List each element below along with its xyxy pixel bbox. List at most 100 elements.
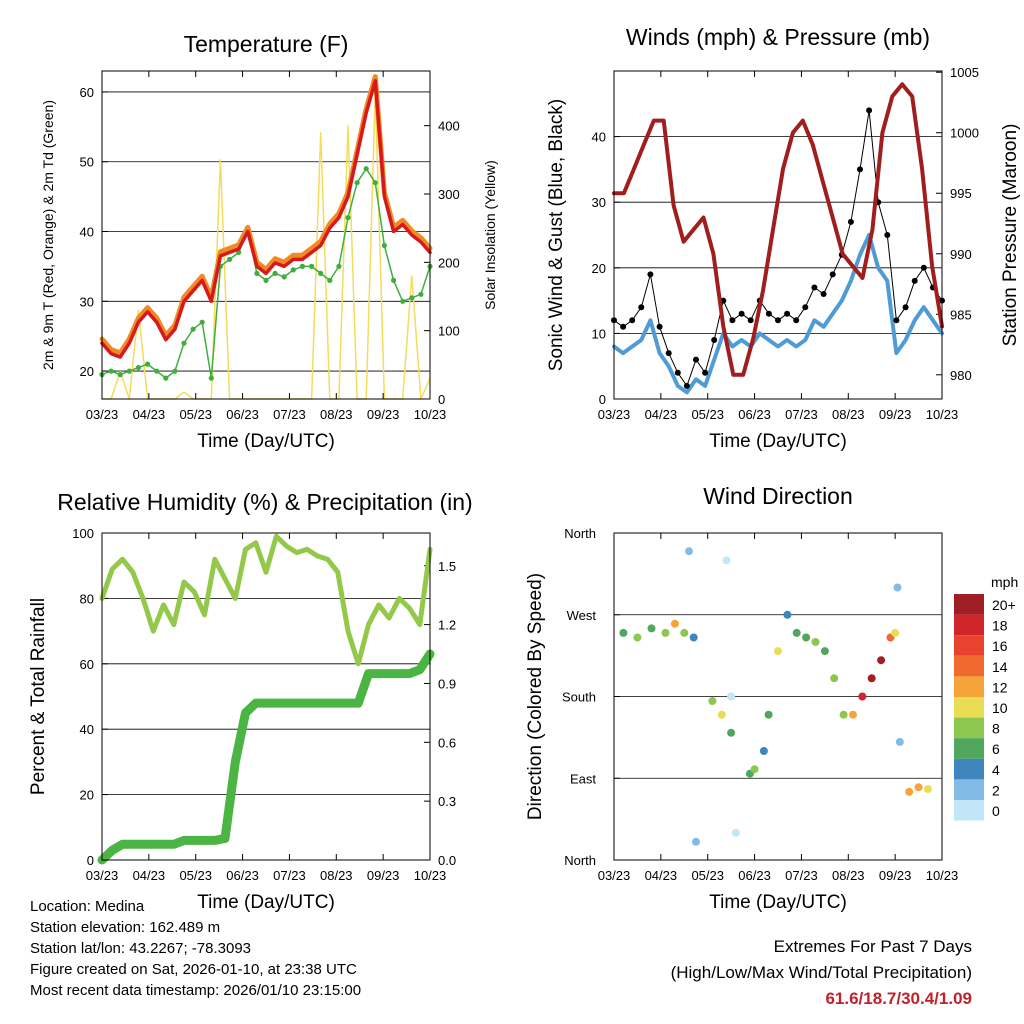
extremes-values: 61.6/18.7/30.4/1.09	[825, 989, 972, 1008]
y-tick-label: 100	[72, 526, 94, 541]
y2-tick-label: 985	[950, 307, 972, 322]
y2-axis-label: Station Pressure (Maroon)	[1000, 124, 1021, 347]
x-tick-label: 06/23	[738, 868, 771, 883]
x-tick-label: 10/23	[414, 407, 447, 422]
gust-line	[613, 109, 943, 387]
direction-point	[661, 628, 670, 637]
y-tick-label: 60	[80, 657, 94, 672]
x-tick-label: 10/23	[926, 868, 959, 883]
y-tick-label: 40	[80, 722, 94, 737]
y-tick-label: 40	[592, 130, 606, 145]
y-tick-label: 0	[87, 853, 94, 868]
x-tick-label: 08/23	[832, 407, 865, 422]
y2-tick-label: 990	[950, 247, 972, 262]
colorbar-swatch	[954, 614, 984, 636]
x-tick-label: 07/23	[273, 407, 306, 422]
latest-timestamp: Most recent data timestamp: 2026/01/10 2…	[30, 982, 362, 999]
colorbar-swatch	[954, 779, 984, 800]
station-latlon: Station lat/lon: 43.2267; -78.3093	[30, 940, 252, 957]
direction-point	[895, 737, 904, 746]
plot-frame	[613, 532, 943, 861]
y2-tick-label: 0.9	[438, 676, 456, 691]
direction-point	[867, 674, 876, 683]
x-tick-label: 03/23	[598, 407, 631, 422]
figure-created: Figure created on Sat, 2026-01-10, at 23…	[30, 961, 357, 978]
x-tick-label: 07/23	[273, 868, 306, 883]
colorbar-label: 16	[992, 638, 1008, 654]
x-tick-label: 08/23	[320, 868, 353, 883]
direction-point	[774, 647, 782, 656]
direction-point	[783, 610, 792, 619]
rh-line	[99, 533, 433, 667]
y2-tick-label: 0.6	[438, 735, 456, 750]
station-info: Location: Medina Station elevation: 162.…	[30, 896, 361, 1001]
colorbar-label: 14	[992, 659, 1008, 675]
extremes-title: Extremes For Past 7 Days	[773, 937, 972, 956]
y-tick-label: 20	[80, 364, 94, 379]
y2-axis-label: Solar Insolation (Yellow)	[482, 160, 498, 310]
t2m-line	[100, 79, 432, 359]
direction-point	[717, 710, 726, 719]
y2-tick-label: 1005	[950, 65, 979, 80]
direction-point	[923, 785, 932, 794]
colorbar-swatch	[954, 594, 984, 615]
extremes-box: Extremes For Past 7 Days (High/Low/Max W…	[671, 934, 972, 1012]
precip-line	[97, 649, 435, 865]
direction-point	[792, 628, 801, 637]
x-tick-label: 09/23	[879, 868, 912, 883]
direction-point	[689, 633, 698, 642]
station-elevation: Station elevation: 162.489 m	[30, 919, 221, 936]
x-tick-label: 08/23	[320, 407, 353, 422]
direction-point	[877, 656, 886, 665]
colorbar-label: 4	[992, 762, 1000, 778]
x-tick-label: 07/23	[785, 868, 818, 883]
plot-frame	[101, 532, 431, 861]
y-tick-label: 10	[592, 326, 606, 341]
direction-point	[811, 638, 820, 646]
y-axis-label: 2m & 9m T (Red, Orange) & 2m Td (Green)	[40, 100, 56, 370]
direction-point	[858, 692, 867, 701]
y-tick-label: 20	[592, 261, 606, 276]
colorbar-label: 18	[992, 618, 1008, 634]
direction-point	[830, 674, 839, 683]
direction-point	[727, 728, 736, 737]
x-tick-label: 09/23	[367, 407, 400, 422]
extremes-subtitle: (High/Low/Max Wind/Total Precipitation)	[670, 963, 972, 982]
t9m-line	[99, 74, 433, 356]
y-tick-label: North	[564, 853, 596, 868]
x-tick-label: 04/23	[133, 868, 166, 883]
direction-point	[731, 828, 740, 837]
x-tick-label: 09/23	[367, 868, 400, 883]
x-tick-label: 06/23	[738, 407, 771, 422]
y-tick-label: 30	[592, 195, 606, 210]
x-tick-label: 05/23	[691, 407, 724, 422]
y-tick-label: 80	[80, 591, 94, 606]
direction-point	[802, 633, 811, 642]
colorbar-swatch	[954, 676, 984, 697]
panel-title: Relative Humidity (%) & Precipitation (i…	[57, 489, 472, 515]
wind-line	[612, 233, 944, 395]
colorbar-label: 10	[992, 700, 1008, 716]
direction-point	[647, 624, 656, 633]
x-tick-label: 05/23	[179, 868, 212, 883]
x-axis-label: Time (Day/UTC)	[709, 431, 847, 452]
y-axis-label: Sonic Wind & Gust (Blue, Black)	[546, 99, 567, 371]
y2-tick-label: 200	[438, 255, 460, 270]
colorbar-label: 8	[992, 721, 1000, 737]
direction-point	[820, 647, 829, 656]
x-tick-label: 03/23	[598, 868, 631, 883]
colorbar-swatch	[954, 758, 984, 780]
y-tick-label: East	[570, 771, 596, 786]
y2-tick-label: 400	[438, 119, 460, 134]
panel-title: Wind Direction	[703, 483, 853, 509]
panel-direction: Wind DirectionNorthEastSouthWestNorth03/…	[525, 483, 1018, 913]
plot-frame	[613, 70, 943, 400]
x-axis-label: Time (Day/UTC)	[197, 431, 335, 452]
y2-tick-label: 0.3	[438, 794, 456, 809]
direction-point	[750, 765, 759, 774]
dewpoint-line	[101, 167, 431, 379]
y-tick-label: 30	[80, 294, 94, 309]
x-tick-label: 10/23	[926, 407, 959, 422]
colorbar-swatch	[954, 655, 984, 677]
y-tick-label: 60	[80, 85, 94, 100]
